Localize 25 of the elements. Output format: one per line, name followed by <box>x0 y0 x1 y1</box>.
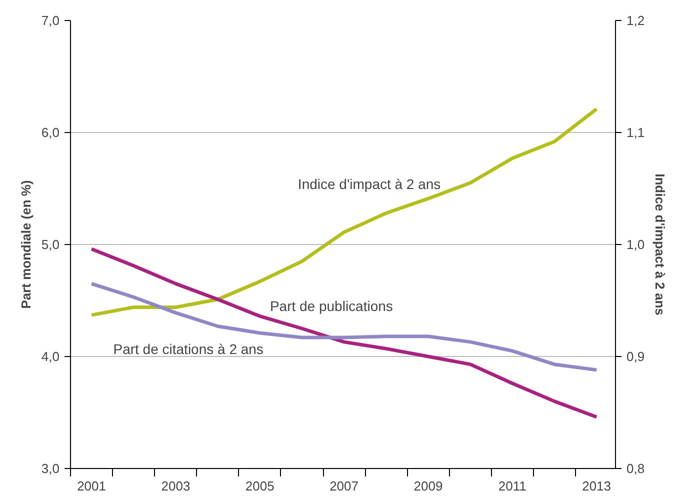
y-tick-label: 4,0 <box>41 349 60 364</box>
y-axis-title: Part mondiale (en %) <box>18 180 34 309</box>
y-tick-label: 6,0 <box>41 125 60 140</box>
x-tick-label: 2001 <box>77 478 106 494</box>
x-tick-label: 2005 <box>245 478 274 494</box>
x-tick-label: 2003 <box>161 478 190 494</box>
y2-tick-label: 0,8 <box>626 461 645 476</box>
y2-tick-label: 0,9 <box>626 349 645 364</box>
series-label: Indice d'impact à 2 ans <box>298 176 441 192</box>
line-series <box>90 282 598 372</box>
y-tick-label: 5,0 <box>41 237 60 252</box>
y-tick-label: 7,0 <box>41 13 60 28</box>
x-tick-label: 2009 <box>414 478 443 494</box>
series-label: Part de publications <box>270 298 393 314</box>
y2-axis-title: Indice d'impact à 2 ans <box>652 174 668 316</box>
y2-tick-label: 1,0 <box>626 237 645 252</box>
x-tick-label: 2011 <box>498 478 526 494</box>
x-tick-label: 2013 <box>582 478 612 494</box>
y-tick-label: 3,0 <box>41 461 60 476</box>
y2-tick-label: 1,1 <box>626 125 645 140</box>
y2-tick-label: 1,2 <box>626 13 645 28</box>
x-tick-label: 2007 <box>330 478 359 494</box>
line-series <box>90 107 598 317</box>
line-series <box>90 247 598 419</box>
series-label: Part de citations à 2 ans <box>113 340 264 357</box>
